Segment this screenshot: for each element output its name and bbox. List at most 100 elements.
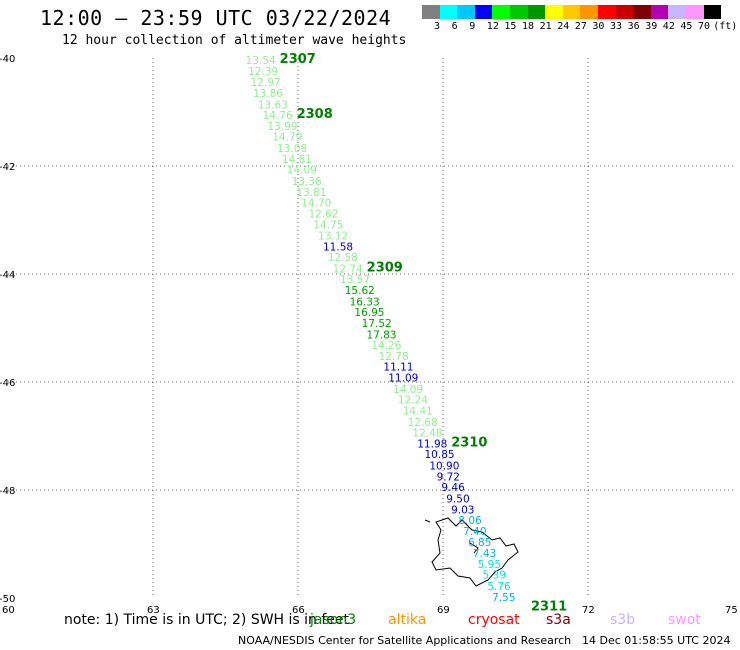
wave-height-label: 13.08 [277,143,307,155]
legend-label: 45 [680,21,693,32]
wave-height-label: 12.24 [398,395,428,407]
wave-height-label: 16.95 [354,307,384,319]
wave-height-label: 17.52 [362,318,392,330]
legend-label: 30 [592,21,605,32]
lat-tick-label: -42 [0,162,15,173]
legend-label: 27 [574,21,587,32]
map-axes: 60 63 66 69 72 75 -40 -42 -44 -46 -48 -50 [0,54,738,616]
wave-height-label: 14.76 [263,110,293,122]
legend-swatch [457,5,475,19]
legend-swatch [509,5,528,19]
legend-swatch [685,5,704,19]
map-grid [8,58,733,598]
legend-label: 36 [627,21,640,32]
wave-height-label: 14.70 [301,198,331,210]
pass-time-label: 2309 [367,260,403,275]
satellite-legend-s3b: s3b [610,612,636,628]
legend-swatch [527,5,546,19]
lon-tick-label: 66 [292,605,305,616]
wave-height-label: 5.39 [483,570,506,582]
wave-height-label: 13.81 [296,187,326,199]
wave-height-label: 12.74 [333,263,363,275]
wave-height-label: 7.55 [492,592,515,604]
legend-swatch [703,5,722,19]
legend-label: 15 [504,21,517,32]
legend-label: 39 [645,21,658,32]
pass-time-label: 2310 [451,435,487,450]
legend-swatch [474,5,493,19]
wave-height-label: 13.54 [246,55,276,67]
coast-detail [469,542,479,554]
wave-height-label: 13.36 [292,176,322,188]
lat-tick-label: -40 [0,54,15,65]
wave-height-label: 12.39 [248,66,278,78]
lon-tick-label: 60 [2,605,15,616]
legend-swatch [492,5,510,19]
wave-height-label: 14.75 [313,220,343,232]
legend-swatch [668,5,686,19]
wave-height-label: 13.86 [253,88,283,100]
page-subtitle: 12 hour collection of altimeter wave hei… [62,33,407,48]
wave-height-label: 9.72 [437,471,460,483]
wave-height-label: 13.63 [258,99,288,111]
wave-height-label: 5.76 [487,581,511,593]
legend-swatch [650,5,669,19]
legend-label: 24 [557,21,570,32]
wave-height-label: 9.50 [446,493,469,505]
lon-tick-label: 69 [437,605,450,616]
credit-line: NOAA/NESDIS Center for Satellite Applica… [238,634,572,647]
legend-label: 9 [469,21,476,32]
wave-height-label: 14.79 [272,132,302,144]
wave-height-label: 12.58 [328,252,358,264]
wave-height-label: 13.99 [267,121,297,133]
wave-height-label: 11.09 [388,373,418,385]
satellite-legend-s3a: s3a [546,612,571,628]
wave-height-label: 14.09 [393,384,423,396]
lat-tick-label: -50 [0,594,15,605]
wave-height-label: 7.40 [463,526,486,538]
wave-height-label: 9.46 [441,482,465,494]
legend-label: 12 [486,21,499,32]
wave-height-label: 15.62 [345,285,375,297]
wave-height-label: 12.78 [379,351,409,363]
wave-height-label: 12.62 [309,208,339,220]
lat-tick-label: -44 [0,270,15,281]
wave-height-label: 11.58 [323,241,353,253]
wave-height-label: 13.57 [340,274,370,286]
legend-unit: (ft) [713,21,738,32]
legend-label: 70 [698,21,711,32]
legend-label: 6 [451,21,458,32]
satellite-legend-cryosat: cryosat [468,612,520,628]
legend-swatch [597,5,616,19]
footnote: note: 1) Time is in UTC; 2) SWH is in fe… [64,612,350,628]
wave-height-label: 6.85 [468,537,491,549]
pass-time-label: 2311 [531,600,567,615]
lat-tick-label: -48 [0,486,15,497]
wave-height-label: 14.09 [287,165,317,177]
pass-time-label: 2308 [297,107,333,122]
legend-label: 18 [522,21,535,32]
legend-swatch [422,5,440,19]
wave-height-label: 11.98 [417,438,447,450]
generated-timestamp: 14 Dec 01:58:55 UTC 2024 [582,634,731,647]
legend-swatch [615,5,634,19]
wave-height-label: 13.12 [318,231,348,243]
color-legend-bar [422,5,722,19]
wave-height-label: 12.68 [408,417,438,429]
islet-outline [424,519,431,523]
wave-height-label: 8.06 [458,515,482,527]
color-legend-labels: 3 6 9 12 15 18 21 24 27 30 33 36 39 42 45 70 (ft) [422,21,740,33]
altimeter-track: 13.5412.3912.9713.8613.6314.7613.9914.79… [246,52,568,615]
lat-tick-label: -46 [0,378,15,389]
legend-swatch [545,5,563,19]
legend-swatch [562,5,581,19]
legend-label: 33 [610,21,623,32]
wave-height-label: 12.97 [251,77,281,89]
wave-height-label: 17.83 [367,329,397,341]
lon-tick-label: 75 [725,605,738,616]
wave-height-label: 14.26 [371,340,401,352]
satellite-legend-swot: swot [668,612,701,628]
lon-tick-label: 72 [582,605,595,616]
